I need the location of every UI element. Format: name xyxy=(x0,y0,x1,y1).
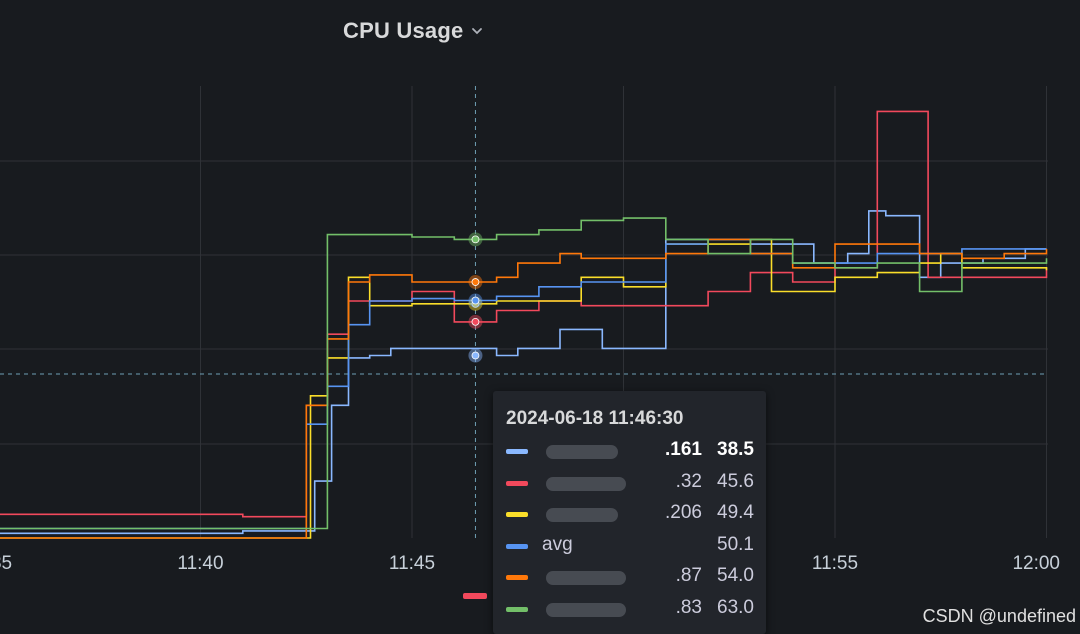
tooltip-row-swatch xyxy=(506,449,528,454)
x-tick-label: 12:00 xyxy=(1012,553,1060,574)
tooltip-row-name: .161 xyxy=(665,439,702,460)
series-line-5 xyxy=(0,238,1048,539)
tooltip-row-redacted xyxy=(546,602,626,617)
tooltip-row-redacted xyxy=(546,476,626,491)
series-line-6 xyxy=(0,217,1048,530)
series-line-4 xyxy=(0,238,1047,530)
tooltip-row-redacted xyxy=(546,508,618,522)
hover-markers xyxy=(468,232,483,363)
tooltip-row-swatch xyxy=(506,480,528,486)
x-tick-label: 11:40 xyxy=(177,553,223,574)
x-tick-label: 11:35 xyxy=(0,553,12,574)
tooltip: 2024-06-18 11:46:30 .161 38.5 .32 45.6 .206 4… xyxy=(493,391,766,634)
tooltip-row-redacted xyxy=(546,445,618,459)
tooltip-row-name: .32 xyxy=(675,470,702,492)
tooltip-row: .161 38.5 xyxy=(506,439,754,465)
tooltip-row-swatch xyxy=(506,543,528,549)
tooltip-row-value: 38.5 xyxy=(717,439,754,460)
tooltip-row-name: .87 xyxy=(675,565,702,586)
hover-marker xyxy=(471,296,480,305)
panel-title[interactable]: CPU Usage xyxy=(343,18,464,43)
hover-marker xyxy=(471,351,480,360)
tooltip-row-value: 50.1 xyxy=(717,533,754,555)
x-tick-label: 11:55 xyxy=(812,553,858,574)
tooltip-timestamp: 2024-06-18 11:46:30 xyxy=(506,408,684,429)
tooltip-row: .206 49.4 xyxy=(506,502,754,528)
hover-marker xyxy=(471,235,480,244)
tooltip-row-name: .83 xyxy=(675,596,702,618)
tooltip-row: .87 54.0 xyxy=(506,565,754,591)
tooltip-row: avg 50.1 xyxy=(506,534,754,560)
tooltip-row-name: avg xyxy=(542,533,573,555)
tooltip-row-value: 49.4 xyxy=(717,502,754,523)
tooltip-row-value: 45.6 xyxy=(717,470,754,492)
tooltip-row-swatch xyxy=(506,512,528,517)
watermark: CSDN @undefined xyxy=(922,606,1076,626)
legend-swatch-red[interactable] xyxy=(463,593,487,599)
hover-marker xyxy=(471,317,480,326)
tooltip-row-redacted xyxy=(546,571,626,585)
chevron-down-icon[interactable] xyxy=(470,24,484,38)
tooltip-row-swatch xyxy=(506,606,528,612)
crosshair xyxy=(0,86,1048,538)
tooltip-row-swatch xyxy=(506,575,528,580)
x-tick-label: 11:45 xyxy=(389,553,435,574)
tooltip-row: .32 45.6 xyxy=(506,471,754,497)
tooltip-row: .83 63.0 xyxy=(506,597,754,623)
tooltip-row-value: 54.0 xyxy=(717,565,754,586)
tooltip-row-name: .206 xyxy=(665,502,702,523)
tooltip-row-value: 63.0 xyxy=(717,596,754,618)
chart-series xyxy=(0,110,1048,539)
panel-header[interactable]: CPU Usage xyxy=(0,0,1080,64)
series-line-3 xyxy=(0,238,1048,539)
hover-marker xyxy=(471,278,480,286)
